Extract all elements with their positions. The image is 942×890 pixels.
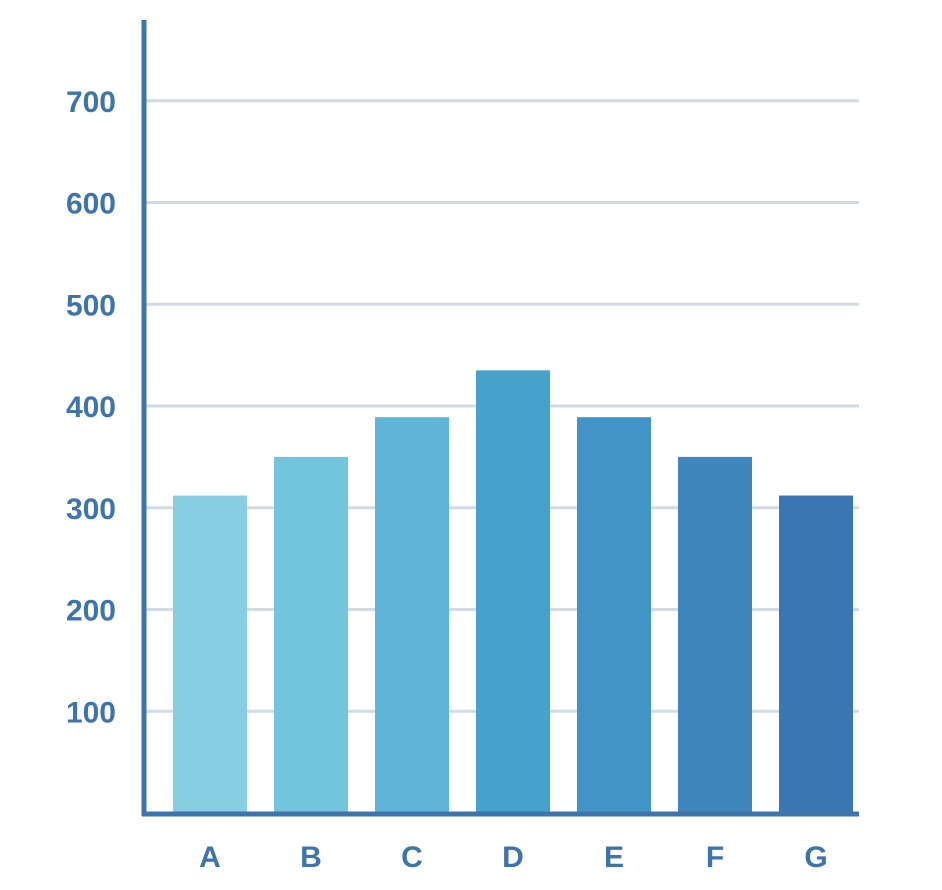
y-tick-label: 300 xyxy=(66,493,116,526)
y-tick-label: 400 xyxy=(66,391,116,424)
y-tick-label: 600 xyxy=(66,188,116,221)
bar-c xyxy=(375,417,449,813)
y-tick-label: 200 xyxy=(66,595,116,628)
x-tick-label: B xyxy=(300,841,322,874)
x-tick-label: G xyxy=(804,841,827,874)
y-tick-label: 500 xyxy=(66,289,116,322)
x-tick-label: A xyxy=(199,841,221,874)
x-axis-ticks: A B C D E F G xyxy=(199,841,828,874)
bar-d xyxy=(476,370,550,813)
x-tick-label: E xyxy=(604,841,624,874)
bar-f xyxy=(678,456,752,813)
y-tick-label: 100 xyxy=(66,696,116,729)
x-tick-label: F xyxy=(706,841,724,874)
bar-a xyxy=(173,495,247,813)
bar-b xyxy=(274,456,348,813)
y-axis-ticks: 100 200 300 400 500 600 700 xyxy=(66,86,116,730)
bars xyxy=(173,370,853,813)
x-tick-label: C xyxy=(401,841,423,874)
x-tick-label: D xyxy=(502,841,524,874)
y-tick-label: 700 xyxy=(66,86,116,119)
bar-g xyxy=(779,495,853,813)
bar-e xyxy=(577,417,651,813)
